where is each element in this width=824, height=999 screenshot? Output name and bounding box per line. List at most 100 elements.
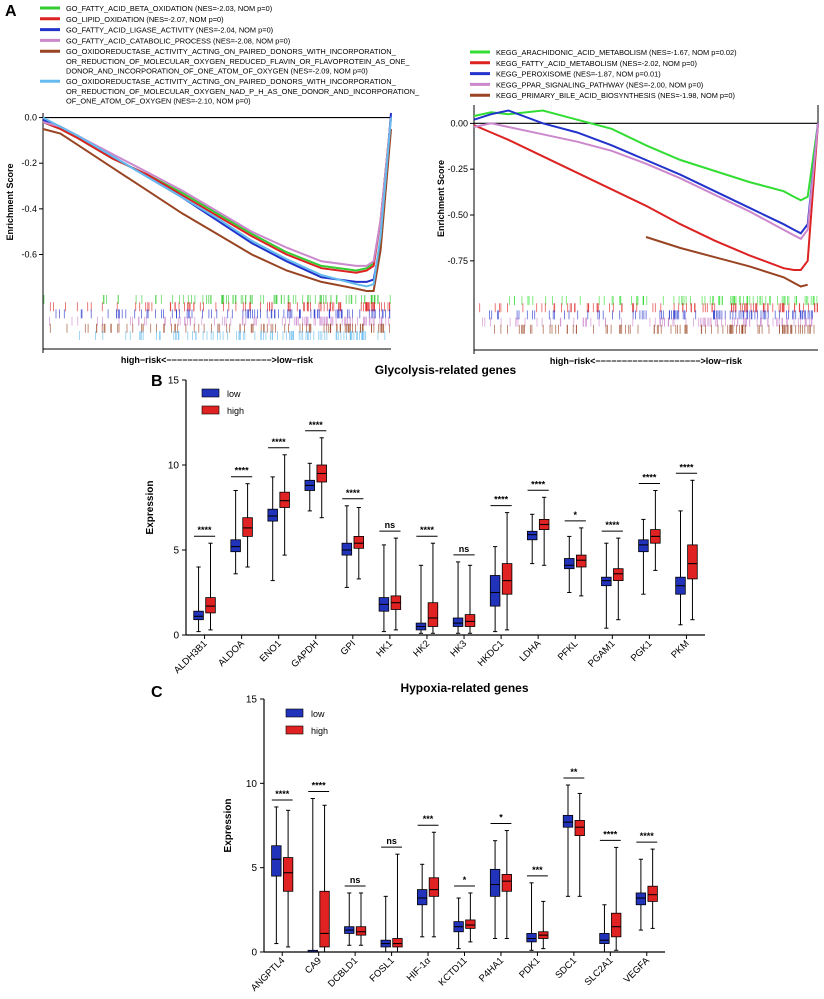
y-tick-label: 10	[168, 461, 180, 472]
significance-label: ***	[423, 814, 434, 824]
x-tick-label: ALDH3B1	[172, 638, 210, 676]
x-tick-label: P4HA1	[477, 955, 506, 984]
x-tick-label: ENO1	[258, 638, 284, 664]
legend-entry: GO_FATTY_ACID_CATABOLIC_PROCESS (NES=-2.…	[66, 36, 290, 45]
x-tick-label: PFKL	[556, 638, 581, 663]
enrichment-line	[645, 236, 808, 288]
significance-label: ns	[386, 836, 397, 846]
x-tick-label: GAPDH	[289, 638, 321, 670]
y-tick-label: 15	[168, 376, 180, 387]
box-low	[526, 933, 537, 943]
box-low	[601, 576, 612, 587]
y-axis-label: Expression	[145, 481, 156, 535]
legend-entry: GO_FATTY_ACID_LIGASE_ACTIVITY (NES=-2.04…	[66, 26, 273, 35]
enrichment-line	[473, 123, 819, 271]
boxplot-glycolysis: Glycolysis-related genes 0 5 10 15 Expression…	[145, 363, 705, 676]
significance-label: ****	[679, 462, 694, 472]
legend-entry: KEGG_PEROXISOME (NES=-1.87, NOM p=0.01)	[496, 70, 661, 79]
legend-entry: KEGG_PRIMARY_BILE_ACID_BIOSYNTHESIS (NES…	[496, 91, 735, 100]
x-tick-label: CA9	[303, 955, 324, 976]
legend-label-high: high	[311, 726, 328, 736]
enrichment-line	[42, 116, 392, 288]
box-low	[193, 610, 204, 621]
y-tick-label: -0.6	[21, 249, 37, 259]
panel-label-b: B	[151, 373, 163, 390]
significance-label: *	[499, 813, 503, 823]
significance-label: *	[573, 510, 577, 520]
x-tick-label: ANGPTL4	[249, 955, 287, 993]
box-high	[464, 614, 476, 627]
box-high	[242, 517, 253, 537]
enrichment-line	[473, 109, 819, 235]
significance-label: ****	[198, 525, 213, 535]
y-axis-label: Enrichment Score	[5, 163, 15, 240]
box-low	[230, 539, 241, 553]
x-tick-label: PGAM1	[586, 638, 617, 669]
legend-swatch-low	[285, 708, 304, 718]
gsea-plot-kegg: KEGG_ARACHIDONIC_ACID_METABOLISM (NES=-1…	[436, 48, 819, 366]
legend-entry: KEGG_ARACHIDONIC_ACID_METABOLISM (NES=-1…	[496, 48, 737, 57]
legend-entry: GO_FATTY_ACID_BETA_OXIDATION (NES=-2.03,…	[66, 4, 272, 13]
legend-entry: OR_REDUCTION_OF_MOLECULAR_OXYGEN_NAD_P_H…	[66, 87, 420, 96]
x-tick-label: PGK1	[629, 638, 655, 664]
x-tick-label: HK3	[448, 638, 469, 659]
x-tick-label: SLC2A1	[583, 955, 616, 988]
x-tick-label: HIF-1α	[405, 955, 434, 984]
box-high	[611, 912, 622, 938]
box-low	[564, 558, 575, 570]
y-tick-label: -0.4	[21, 204, 37, 214]
box-high	[353, 536, 365, 549]
x-tick-label: ALDOA	[216, 638, 247, 669]
significance-label: ****	[272, 437, 287, 447]
y-tick-label: 0	[251, 948, 257, 959]
box-low	[489, 575, 501, 607]
legend-swatch-low	[201, 388, 220, 398]
legend-entry: GO_OXIDOREDUCTASE_ACTIVITY_ACTING_ON_PAI…	[66, 47, 397, 56]
y-tick-label: 15	[246, 695, 258, 706]
significance-label: ns	[350, 875, 361, 885]
x-tick-label: FOSL1	[368, 955, 397, 984]
enrichment-line	[42, 117, 392, 272]
y-tick-label: 5	[251, 863, 257, 874]
box-low	[417, 889, 428, 906]
legend-swatch-high	[201, 405, 220, 415]
box-low	[599, 933, 610, 944]
box-low	[526, 530, 538, 541]
chart-title: Hypoxia-related genes	[400, 681, 528, 695]
significance-label: ***	[532, 865, 543, 875]
significance-label: **	[570, 767, 578, 777]
x-tick-label: DCBLD1	[326, 955, 360, 989]
significance-label: ****	[235, 466, 250, 476]
enrichment-line	[42, 112, 392, 283]
box-high	[428, 877, 440, 897]
significance-label: ****	[603, 829, 618, 839]
significance-label: *	[463, 875, 467, 885]
y-tick-label: 10	[246, 779, 258, 790]
panel-label-a: A	[5, 3, 17, 20]
x-tick-label: PKM	[669, 638, 691, 660]
enrichment-line	[473, 109, 819, 202]
x-tick-label: PDK1	[517, 955, 542, 980]
box-low	[635, 892, 647, 906]
legend-entry: OF_ONE_ATOM_OF_OXYGEN (NES=-2.10, NOM p=…	[66, 96, 251, 105]
legend-label-low: low	[227, 389, 241, 399]
legend-entry: KEGG_FATTY_ACID_METABOLISM (NES=-2.02, N…	[496, 59, 697, 68]
significance-label: ****	[309, 420, 324, 430]
significance-label: ****	[605, 520, 620, 530]
y-tick-label: 5	[173, 546, 179, 557]
x-tick-label: LDHA	[518, 638, 544, 664]
box-low	[267, 508, 278, 522]
legend-label-low: low	[311, 709, 325, 719]
box-low	[452, 617, 464, 627]
significance-label: ****	[494, 495, 509, 505]
x-tick-label: KCTD11	[437, 955, 470, 988]
boxplot-hypoxia: Hypoxia-related genes 0 5 10 15 Expression low…	[223, 681, 665, 994]
legend-label-high: high	[227, 406, 244, 416]
enrichment-line	[42, 128, 392, 292]
x-axis-label: high−risk<−−−−−−−−−−−−−−−−−−−−>low−risk	[121, 355, 314, 365]
significance-label: ****	[642, 473, 657, 483]
legend-entry: GO_LIPID_OXIDATION (NES=-2.07, NOM p=0)	[66, 15, 224, 24]
box-high	[319, 890, 330, 948]
box-high	[355, 926, 367, 936]
x-tick-label: VEGFA	[622, 955, 653, 986]
